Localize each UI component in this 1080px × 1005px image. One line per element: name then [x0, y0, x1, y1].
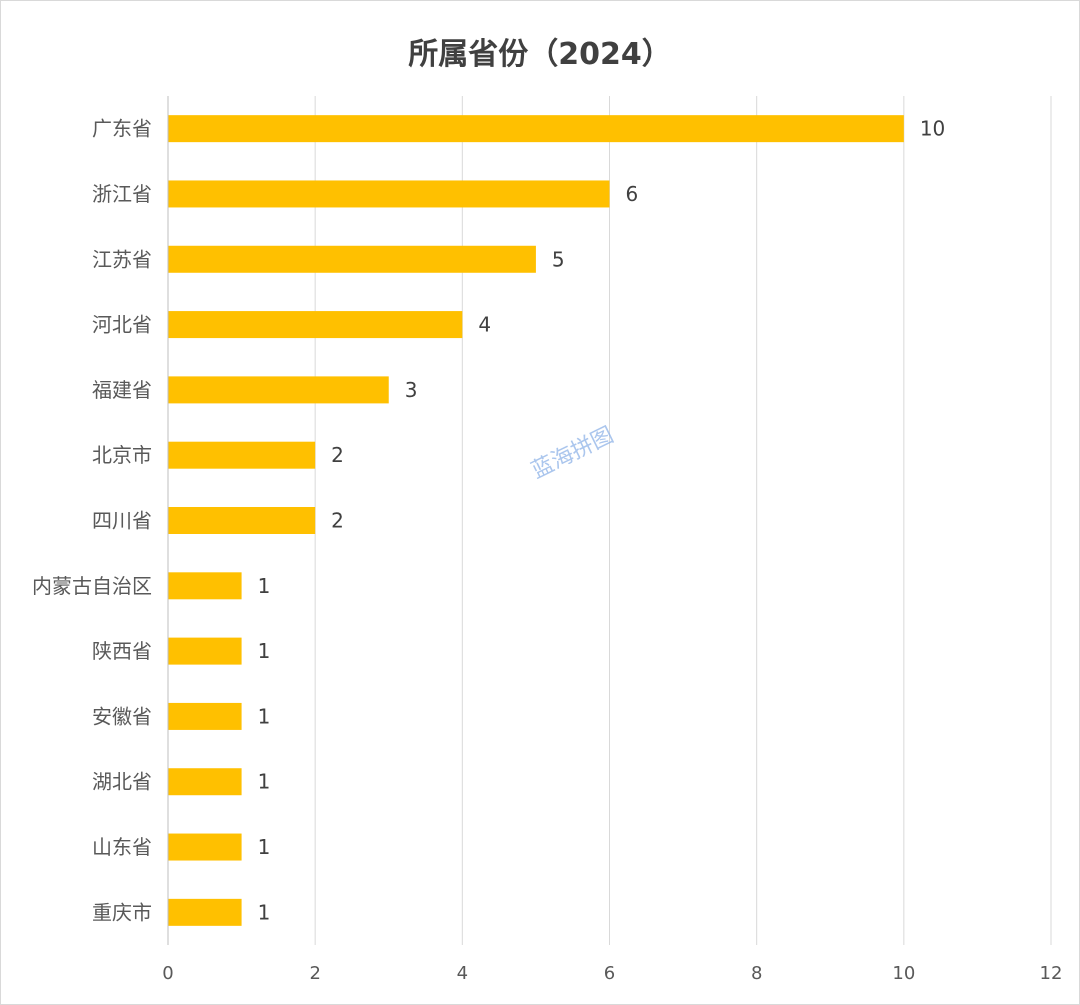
bar-湖北省: [168, 768, 242, 796]
bar-四川省: [168, 507, 316, 534]
x-tick-label: 8: [751, 963, 762, 984]
bar-福建省: [168, 376, 389, 404]
bars: [168, 115, 904, 926]
data-label: 1: [258, 770, 271, 794]
data-label: 1: [258, 900, 271, 924]
x-tick-label: 2: [309, 963, 320, 984]
data-label: 10: [920, 117, 945, 141]
category-label: 陕西省: [92, 639, 152, 663]
category-label: 江苏省: [92, 247, 152, 271]
labels: 0 2 4 6 8 10 12 广东省 10 浙江省 6 江苏省 5 河北省 4 福建省 3 北京市 2 四川省 2 内蒙…: [32, 117, 1062, 984]
data-label: 5: [552, 247, 565, 271]
gridlines: [167, 96, 1052, 945]
bar-陕西省: [168, 637, 242, 665]
x-tick-label: 10: [892, 963, 915, 984]
x-tick-label: 6: [604, 963, 615, 984]
data-label: 2: [331, 443, 344, 467]
bar-广东省: [168, 115, 904, 143]
category-label: 湖北省: [92, 770, 152, 794]
chart-title: 所属省份（2024）: [408, 37, 672, 72]
category-label: 山东省: [92, 835, 152, 859]
category-label: 内蒙古自治区: [32, 574, 152, 598]
data-label: 1: [258, 639, 271, 663]
category-label: 福建省: [92, 378, 152, 402]
data-label: 6: [626, 182, 639, 206]
bar-河北省: [168, 311, 463, 339]
category-label: 重庆市: [92, 900, 152, 924]
bar-北京市: [168, 441, 316, 469]
bar-浙江省: [168, 180, 610, 208]
bar-重庆市: [168, 898, 242, 926]
bar-山东省: [168, 833, 242, 861]
x-tick-label: 4: [457, 963, 468, 984]
category-label: 北京市: [92, 443, 152, 467]
bar-安徽省: [168, 702, 242, 730]
category-label: 广东省: [92, 117, 152, 141]
bar-江苏省: [168, 245, 536, 273]
data-label: 3: [405, 378, 418, 402]
x-tick-label: 12: [1040, 963, 1063, 984]
data-label: 1: [258, 574, 271, 598]
category-label: 安徽省: [92, 704, 152, 728]
data-label: 4: [478, 313, 491, 337]
data-label: 1: [258, 704, 271, 728]
x-tick-label: 0: [162, 963, 173, 984]
data-label: 1: [258, 835, 271, 859]
category-label: 四川省: [92, 509, 152, 533]
data-label: 2: [331, 509, 344, 533]
category-label: 浙江省: [92, 182, 152, 206]
category-label: 河北省: [92, 313, 152, 337]
bar-内蒙古自治区: [168, 572, 242, 600]
